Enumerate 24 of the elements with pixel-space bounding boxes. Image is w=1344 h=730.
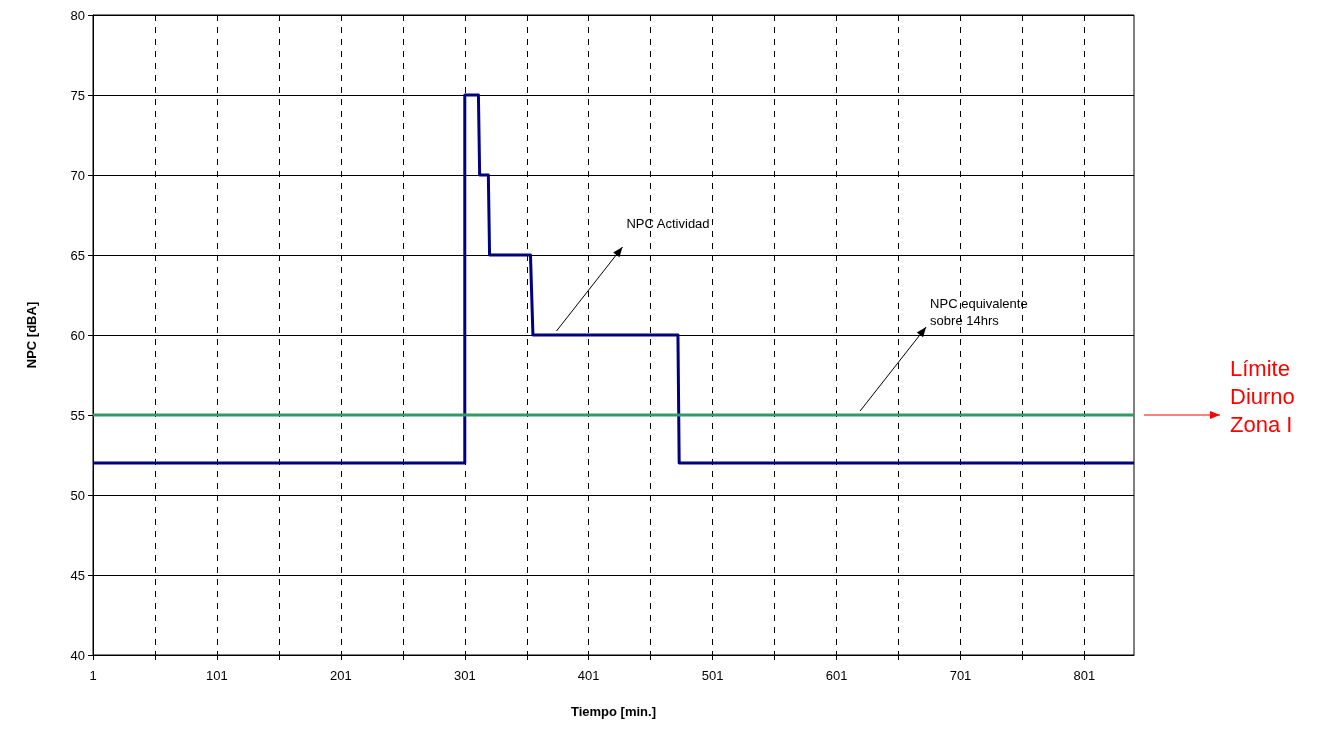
x-tick-label: 401 <box>577 668 600 683</box>
x-tick-label: 801 <box>1073 668 1096 683</box>
x-tick-label: 601 <box>825 668 848 683</box>
x-tick-label: 201 <box>330 668 352 683</box>
x-tick-label: 1 <box>89 668 97 683</box>
y-tick-label: 70 <box>70 167 85 183</box>
x-axis-title: Tiempo [min.] <box>571 704 656 719</box>
y-tick-label: 50 <box>70 487 85 503</box>
x-tick-label: 701 <box>949 668 972 683</box>
annotation: NPC equivalente sobre 14hrs <box>930 295 1028 329</box>
y-tick-label: 55 <box>70 407 85 423</box>
y-axis-title: NPC [dBA] <box>24 301 39 369</box>
y-tick-label: 80 <box>70 7 85 23</box>
y-tick-label: 75 <box>70 87 85 103</box>
y-tick-label: 60 <box>70 327 85 343</box>
x-tick-label: 501 <box>701 668 724 683</box>
x-tick-label: 301 <box>453 668 476 683</box>
y-tick-label: 65 <box>70 247 85 263</box>
y-tick-label: 40 <box>70 647 85 663</box>
annotation: NPC Actividad <box>626 215 710 232</box>
line-series <box>91 93 1136 465</box>
text: Límite Diurno Zona I <box>1230 355 1295 439</box>
x-tick-label: 101 <box>206 668 228 683</box>
y-tick-label: 45 <box>70 567 85 583</box>
